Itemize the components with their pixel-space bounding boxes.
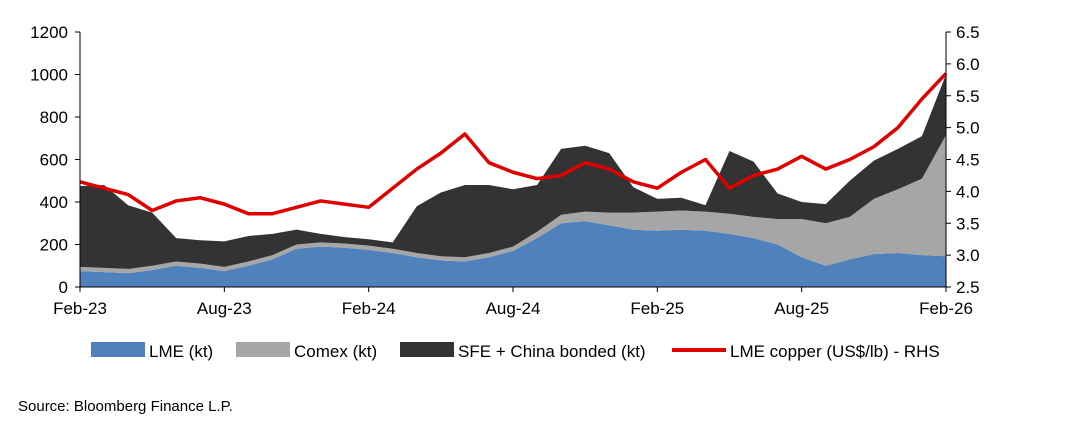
- left-tick-label: 1000: [30, 66, 68, 85]
- legend-swatch-comex-kt: [236, 342, 290, 357]
- legend: LME (kt) Comex (kt) SFE + China bonded (kt…: [91, 342, 940, 361]
- stacked-areas: [80, 74, 946, 287]
- right-tick-label: 4.5: [956, 151, 980, 170]
- x-tick-label: Feb-23: [53, 299, 107, 318]
- left-tick-label: 1200: [30, 23, 68, 42]
- right-tick-label: 5.5: [956, 87, 980, 106]
- legend-label-lme-kt: LME (kt): [149, 342, 213, 361]
- right-tick-label: 6.5: [956, 23, 980, 42]
- right-tick-label: 5.0: [956, 119, 980, 138]
- line-lme-copper: [79, 72, 948, 216]
- left-tick-label: 0: [59, 278, 68, 297]
- legend-swatch-lme-kt: [91, 342, 145, 357]
- x-tick-label: Feb-24: [342, 299, 396, 318]
- left-tick-label: 400: [40, 193, 68, 212]
- left-tick-label: 800: [40, 108, 68, 127]
- right-tick-label: 3.0: [956, 246, 980, 265]
- area-lme-kt: [80, 221, 946, 287]
- right-tick-label: 3.5: [956, 214, 980, 233]
- left-tick-label: 600: [40, 151, 68, 170]
- x-tick-label: Feb-26: [919, 299, 973, 318]
- legend-label-lme-copper-us-lb-rhs: LME copper (US$/lb) - RHS: [730, 342, 940, 361]
- left-tick-label: 200: [40, 236, 68, 255]
- legend-label-sfe-china-bonded-kt: SFE + China bonded (kt): [458, 342, 646, 361]
- legend-swatch-sfe-china-bonded-kt: [400, 342, 454, 357]
- right-tick-label: 2.5: [956, 278, 980, 297]
- axes: 0 200 400 600 800 1000 1200 2.5 3.0 3.5 4.0 4.5 5.0 5…: [30, 23, 979, 318]
- copper-price-line: [79, 72, 948, 216]
- right-tick-label: 4.0: [956, 182, 980, 201]
- x-tick-label: Aug-24: [486, 299, 541, 318]
- area-sfe-china-bonded-kt: [80, 74, 946, 269]
- right-tick-label: 6.0: [956, 55, 980, 74]
- legend-label-comex-kt: Comex (kt): [294, 342, 377, 361]
- x-tick-label: Aug-25: [774, 299, 829, 318]
- source-note: Source: Bloomberg Finance L.P.: [18, 398, 233, 415]
- x-tick-label: Feb-25: [630, 299, 684, 318]
- x-tick-label: Aug-23: [197, 299, 252, 318]
